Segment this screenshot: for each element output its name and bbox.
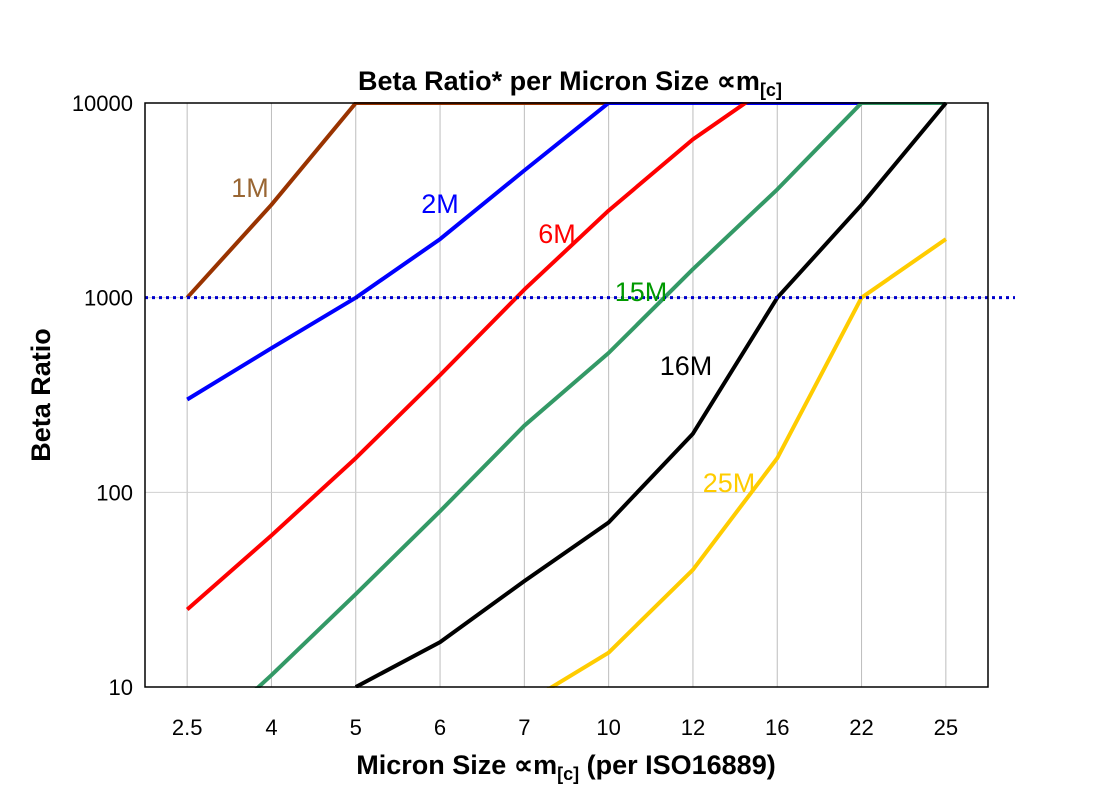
y-tick-label: 100 — [96, 480, 133, 505]
series-label-1M: 1M — [231, 173, 269, 203]
series-label-6M: 6M — [538, 219, 576, 249]
series-line-16M — [354, 102, 948, 688]
series-labels: 1M 2M 6M 15M 16M 25M — [231, 173, 755, 498]
x-tick-label: 16 — [765, 715, 789, 740]
series-line-15M — [254, 102, 946, 688]
plot-border — [144, 102, 989, 688]
x-tick-label: 22 — [849, 715, 873, 740]
x-tick-label: 12 — [681, 715, 705, 740]
series-label-15M: 15M — [615, 277, 668, 307]
x-axis-label: Micron Size ∝m[c] (per ISO16889) — [356, 750, 775, 784]
series-line-6M — [185, 102, 751, 612]
series-label-25M: 25M — [703, 468, 756, 498]
x-tick-label: 5 — [350, 715, 362, 740]
y-axis-label: Beta Ratio — [26, 328, 56, 462]
x-tick-label: 10 — [596, 715, 620, 740]
y-tick-label: 10000 — [72, 91, 133, 116]
y-tick-label: 1000 — [84, 286, 133, 311]
chart-title: Beta Ratio* per Micron Size ∝m[c] — [358, 66, 782, 100]
x-tick-label: 6 — [434, 715, 446, 740]
x-tick-label: 25 — [934, 715, 958, 740]
x-tick-label: 2.5 — [172, 715, 203, 740]
series-label-16M: 16M — [660, 351, 713, 381]
x-axis-ticks: 2.5 4 5 6 7 10 12 16 22 25 — [172, 715, 958, 740]
y-axis-ticks: 10 100 1000 10000 — [72, 91, 133, 700]
y-tick-label: 10 — [109, 675, 133, 700]
plot-area — [145, 103, 988, 687]
series-line-25M — [546, 237, 948, 688]
x-tick-label: 4 — [265, 715, 277, 740]
series-label-2M: 2M — [421, 189, 459, 219]
x-tick-label: 7 — [518, 715, 530, 740]
